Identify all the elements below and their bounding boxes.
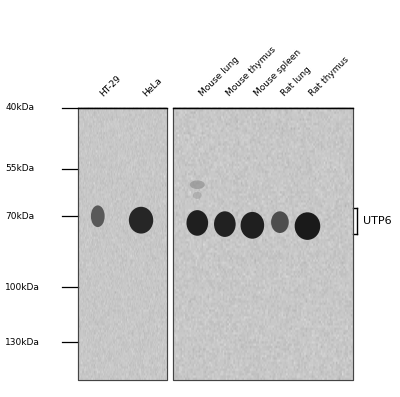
Ellipse shape (91, 205, 105, 227)
Text: 40kDa: 40kDa (5, 103, 34, 112)
Ellipse shape (295, 212, 320, 240)
Ellipse shape (240, 212, 264, 239)
Text: Rat thymus: Rat thymus (308, 55, 350, 98)
Text: UTP6: UTP6 (363, 216, 392, 226)
Ellipse shape (271, 211, 289, 233)
Ellipse shape (190, 180, 205, 189)
Ellipse shape (129, 207, 153, 233)
Text: 70kDa: 70kDa (5, 212, 34, 221)
Ellipse shape (214, 211, 236, 237)
Bar (172, 108, 354, 380)
Text: Mouse lung: Mouse lung (197, 55, 240, 98)
Bar (172, 108, 354, 380)
Text: 130kDa: 130kDa (5, 338, 40, 347)
Text: 100kDa: 100kDa (5, 283, 40, 292)
Text: Mouse spleen: Mouse spleen (252, 48, 303, 98)
Text: Mouse thymus: Mouse thymus (225, 45, 278, 98)
Text: HT-29: HT-29 (98, 73, 122, 98)
Text: Rat lung: Rat lung (280, 65, 313, 98)
Bar (78, 108, 167, 380)
Text: HeLa: HeLa (141, 75, 164, 98)
Text: 55kDa: 55kDa (5, 164, 34, 173)
Ellipse shape (186, 210, 208, 236)
Bar (78, 108, 167, 380)
Ellipse shape (193, 192, 202, 199)
